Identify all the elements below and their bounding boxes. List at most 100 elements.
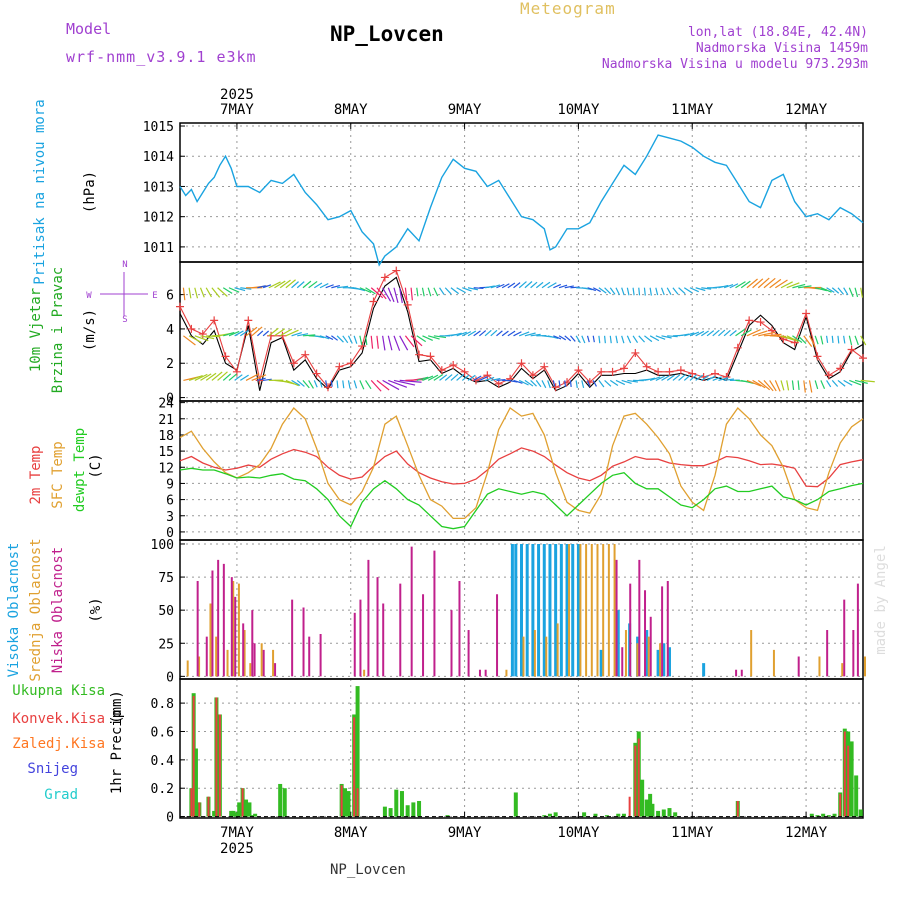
wind-vector bbox=[199, 287, 205, 298]
gust-marker bbox=[346, 359, 355, 368]
wind-vector bbox=[683, 374, 692, 381]
gust-marker bbox=[278, 331, 287, 340]
gust-marker bbox=[847, 345, 856, 354]
precip-bar-0 bbox=[621, 813, 626, 817]
precip-bar-0 bbox=[247, 802, 252, 817]
gust-marker bbox=[358, 342, 367, 351]
wind-vector bbox=[780, 380, 785, 391]
gust-marker bbox=[745, 316, 754, 325]
meteogram-subtitle: Meteogram bbox=[520, 0, 616, 18]
series-line-wind-speed bbox=[179, 276, 864, 392]
precip-bar-1 bbox=[198, 802, 201, 817]
wind-dir-south: S bbox=[122, 315, 127, 325]
x-tick-label-top: 7MAY bbox=[220, 102, 254, 118]
wind-vector bbox=[359, 380, 365, 390]
wind-vector bbox=[592, 335, 595, 343]
elevation-label: Nadmorska Visina 1459m bbox=[695, 41, 868, 56]
legend-precip-4: Grad bbox=[44, 787, 78, 803]
wind-vector bbox=[251, 374, 267, 381]
gust-marker bbox=[665, 367, 674, 376]
x-tick-label-top: 8MAY bbox=[334, 102, 368, 118]
wind-vector bbox=[644, 335, 653, 343]
wind-vector bbox=[257, 285, 266, 289]
wind-vector bbox=[797, 335, 807, 344]
precip-bar-0 bbox=[644, 799, 649, 817]
wind-vector bbox=[370, 287, 384, 299]
x-tick-label-bottom: 8MAY bbox=[334, 825, 368, 841]
wind-vector bbox=[462, 287, 472, 292]
wind-vector bbox=[592, 380, 597, 387]
wind-vector bbox=[564, 335, 572, 342]
wind-vector bbox=[752, 330, 768, 337]
wind-vector bbox=[444, 374, 453, 381]
wind-vector bbox=[421, 287, 425, 297]
wind-dir-north: N bbox=[122, 260, 127, 270]
wind-vector bbox=[507, 379, 518, 383]
wind-vector bbox=[279, 279, 291, 289]
precip-bar-0 bbox=[343, 788, 348, 817]
gust-marker bbox=[380, 273, 389, 282]
wind-vector bbox=[336, 335, 344, 343]
wind-vector bbox=[792, 335, 803, 344]
wind-vector bbox=[786, 282, 800, 289]
wind-vector bbox=[501, 330, 509, 337]
wind-vector bbox=[319, 380, 323, 388]
wind-vector bbox=[228, 287, 240, 293]
wind-vector bbox=[439, 374, 448, 381]
wind-vector bbox=[308, 280, 318, 289]
unit-cloud: (%) bbox=[88, 597, 104, 622]
y-tick-label: 24 bbox=[158, 397, 174, 412]
wind-vector bbox=[724, 378, 734, 382]
wind-vector bbox=[609, 379, 619, 387]
precip-bar-0 bbox=[212, 810, 217, 817]
precip-bar-0 bbox=[809, 813, 814, 817]
wind-vector bbox=[205, 372, 217, 381]
wind-vector bbox=[581, 380, 585, 389]
wind-vector bbox=[285, 379, 300, 387]
wind-vector bbox=[296, 379, 305, 387]
y-tick-label: 100 bbox=[151, 538, 174, 553]
precip-bar-0 bbox=[244, 799, 249, 817]
wind-vector bbox=[558, 284, 568, 289]
wind-vector bbox=[331, 335, 339, 341]
wind-vector bbox=[564, 380, 567, 388]
y-tick-label: 6 bbox=[166, 289, 174, 304]
wind-vector bbox=[513, 282, 521, 289]
wind-vector bbox=[393, 335, 401, 351]
gust-marker bbox=[836, 364, 845, 373]
wind-vector bbox=[860, 379, 875, 383]
wind-vector bbox=[541, 380, 547, 389]
precip-bar-1 bbox=[736, 800, 739, 817]
wind-vector bbox=[257, 377, 266, 381]
precip-bar-0 bbox=[858, 809, 863, 817]
wind-vector bbox=[228, 373, 238, 381]
wind-vector bbox=[524, 281, 533, 289]
gust-marker bbox=[267, 331, 276, 340]
precip-bar-1 bbox=[637, 738, 640, 817]
wind-vector bbox=[268, 281, 281, 289]
wind-vector bbox=[462, 331, 472, 337]
wind-vector bbox=[609, 335, 612, 344]
wind-vector bbox=[263, 378, 272, 382]
precip-bar-0 bbox=[640, 779, 645, 817]
wind-vector bbox=[325, 380, 328, 387]
wind-vector bbox=[638, 335, 646, 343]
precip-bar-0 bbox=[193, 748, 198, 817]
wind-vector bbox=[712, 376, 722, 381]
x-tick-label-top: 12MAY bbox=[785, 102, 828, 118]
wind-vector bbox=[325, 335, 334, 341]
precip-bar-0 bbox=[673, 812, 678, 817]
wind-vector bbox=[262, 330, 270, 337]
wind-vector bbox=[661, 335, 672, 339]
wind-vector bbox=[217, 287, 228, 297]
precip-bar-0 bbox=[249, 815, 254, 817]
precip-bar-0 bbox=[229, 810, 234, 817]
wind-vector bbox=[490, 329, 498, 337]
wind-vector bbox=[621, 335, 625, 344]
wind-vector bbox=[695, 330, 705, 337]
wind-vector bbox=[530, 379, 537, 387]
legend-precip-0: Ukupna Kisa bbox=[12, 683, 105, 699]
wind-vector bbox=[780, 335, 795, 341]
gust-marker bbox=[494, 379, 503, 388]
